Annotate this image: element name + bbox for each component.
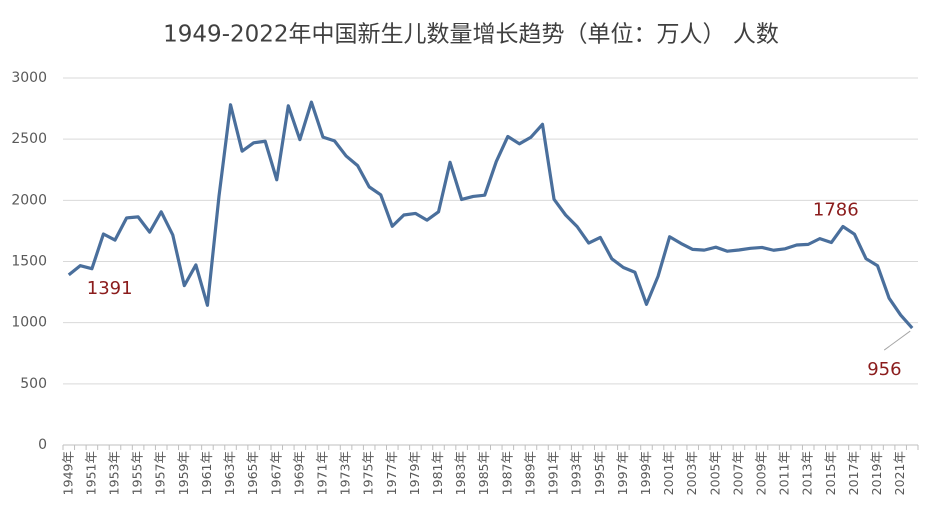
x-tick-label: 1987年 (499, 451, 514, 495)
label-leader (883, 330, 911, 351)
x-tick-label: 1999年 (638, 451, 653, 495)
x-tick-label: 1961年 (199, 451, 214, 495)
x-tick-label: 2013年 (800, 451, 815, 495)
x-tick-label: 1983年 (453, 451, 468, 495)
value-label: 956 (867, 359, 901, 380)
x-tick-label: 1971年 (314, 451, 329, 495)
x-tick-label: 1957年 (153, 451, 168, 495)
y-tick-label: 0 (38, 437, 47, 453)
x-tick-label: 1967年 (268, 451, 283, 495)
y-tick-label: 1500 (11, 254, 47, 270)
x-tick-label: 1973年 (338, 451, 353, 495)
x-tick-label: 1951年 (83, 451, 98, 495)
x-tick-label: 2003年 (684, 451, 699, 495)
x-tick-label: 1963年 (222, 451, 237, 495)
x-tick-label: 1995年 (592, 451, 607, 495)
x-tick-label: 2015年 (823, 451, 838, 495)
x-tick-label: 2001年 (661, 451, 676, 495)
y-tick-label: 2000 (11, 192, 47, 208)
x-tick-label: 2019年 (869, 451, 884, 495)
x-tick-label: 1979年 (407, 451, 422, 495)
x-tick-label: 2005年 (707, 451, 722, 495)
x-tick-label: 1955年 (130, 451, 145, 495)
y-tick-label: 3000 (11, 70, 47, 86)
x-tick-label: 1965年 (245, 451, 260, 495)
value-label: 1391 (87, 278, 133, 299)
x-tick-label: 1953年 (106, 451, 121, 495)
x-tick-label: 1993年 (569, 451, 584, 495)
x-tick-label: 1991年 (546, 451, 561, 495)
x-tick-label: 2021年 (892, 451, 907, 495)
y-tick-label: 2500 (11, 131, 47, 147)
y-tick-label: 1000 (11, 315, 47, 331)
data-line (67, 100, 914, 330)
x-tick-label: 1959年 (176, 451, 191, 495)
y-tick-label: 500 (20, 376, 47, 392)
chart-title: 1949-2022年中国新生儿数量增长趋势（单位：万人） 人数 (163, 22, 779, 48)
x-tick-label: 1977年 (384, 451, 399, 495)
x-tick-label: 1985年 (476, 451, 491, 495)
x-tick-label: 1989年 (522, 451, 537, 495)
x-tick-label: 1981年 (430, 451, 445, 495)
x-tick-label: 1969年 (291, 451, 306, 495)
x-tick-label: 1949年 (60, 451, 75, 495)
x-tick-label: 2009年 (754, 451, 769, 495)
x-tick-label: 2007年 (730, 451, 745, 495)
value-label: 1786 (813, 200, 859, 221)
x-tick-label: 1997年 (615, 451, 630, 495)
x-tick-label: 1975年 (361, 451, 376, 495)
x-tick-label: 2011年 (777, 451, 792, 495)
x-tick-label: 2017年 (846, 451, 861, 495)
